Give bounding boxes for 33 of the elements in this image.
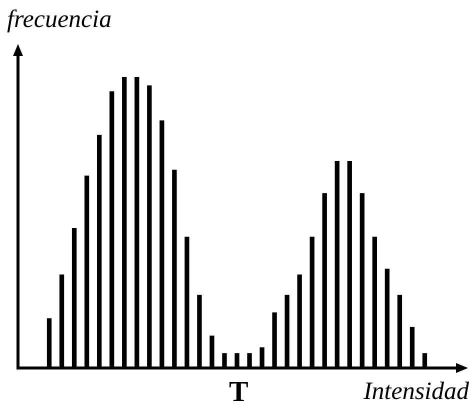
bar <box>310 236 314 368</box>
bar <box>372 236 378 368</box>
bar <box>234 353 240 368</box>
bar <box>46 318 52 368</box>
bar <box>384 268 390 368</box>
bar <box>222 353 227 368</box>
bar <box>260 347 264 368</box>
bar <box>134 77 140 368</box>
bar <box>59 274 64 368</box>
bar <box>147 85 152 368</box>
bar <box>210 336 214 368</box>
bar <box>272 312 277 368</box>
bar <box>360 193 364 368</box>
bar <box>84 176 90 368</box>
bar <box>397 294 402 368</box>
bar <box>184 236 190 368</box>
bar <box>322 193 327 368</box>
bar <box>96 134 102 368</box>
bar <box>197 294 202 368</box>
bar <box>347 161 352 368</box>
bar <box>110 91 114 368</box>
text: T <box>229 376 248 409</box>
bar <box>72 228 77 368</box>
bar <box>284 294 290 368</box>
bar <box>172 170 177 368</box>
bar <box>160 120 164 368</box>
bar <box>334 161 340 368</box>
bar <box>247 353 252 368</box>
bar <box>297 274 302 368</box>
bar <box>122 77 127 368</box>
y-axis-title: frecuencia <box>7 6 112 34</box>
bar <box>410 326 415 368</box>
x-axis-title: Intensidad <box>363 378 469 406</box>
